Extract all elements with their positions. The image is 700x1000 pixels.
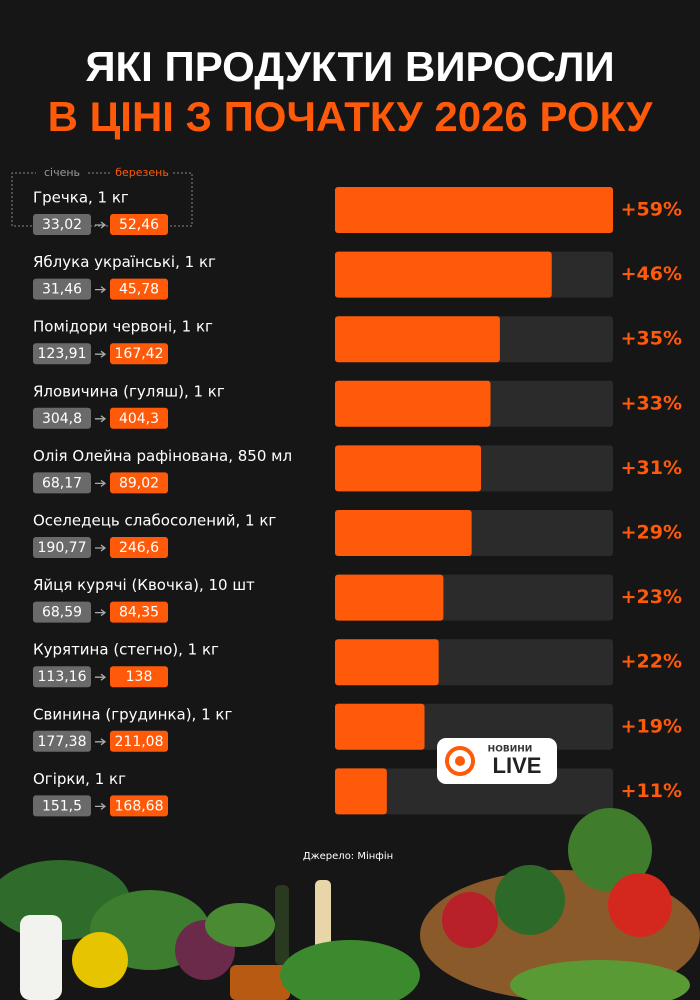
value-label: +35% — [621, 328, 682, 350]
logo-ring — [445, 746, 475, 776]
price-before: 31,46 — [42, 282, 82, 298]
price-after: 168,68 — [115, 798, 164, 814]
value-label: +19% — [621, 715, 682, 737]
product-name: Олія Олейна рафінована, 850 мл — [33, 447, 292, 465]
price-after-box — [110, 407, 168, 429]
price-after-box — [110, 343, 168, 365]
bar — [335, 639, 439, 686]
source: Джерело: Мінфін — [303, 850, 393, 862]
product-name: Свинина (грудинка), 1 кг — [33, 705, 232, 723]
price-after-box — [110, 472, 168, 494]
bar — [335, 251, 552, 298]
value-label: +46% — [621, 263, 682, 285]
product-name: Яловичина (гуляш), 1 кг — [33, 382, 225, 400]
value-label: +33% — [621, 392, 682, 414]
value-label: +11% — [621, 780, 682, 802]
price-after-box — [110, 795, 168, 817]
product-name: Помідори червоні, 1 кг — [33, 318, 213, 336]
logo-bottom: LIVE — [493, 753, 542, 778]
arrow — [95, 738, 107, 746]
bar — [335, 316, 500, 363]
arrow — [95, 415, 107, 423]
value-label: +29% — [621, 522, 682, 544]
price-before-box — [33, 407, 91, 429]
price-before: 123,91 — [38, 346, 87, 362]
price-before-box — [33, 795, 91, 817]
price-after: 246,6 — [119, 540, 159, 556]
bar — [335, 510, 472, 556]
value-label: +31% — [621, 457, 682, 479]
price-after-box — [110, 278, 168, 300]
price-after: 167,42 — [115, 346, 164, 362]
price-after: 404,3 — [119, 411, 159, 427]
arrow — [95, 544, 107, 552]
price-after: 52,46 — [119, 217, 159, 233]
price-before-box — [33, 601, 91, 623]
price-before: 151,5 — [42, 798, 82, 814]
bar — [335, 380, 491, 427]
arrow — [95, 609, 107, 617]
price-after-box — [110, 666, 168, 688]
price-after: 89,02 — [119, 475, 159, 491]
price-before-box — [33, 537, 91, 558]
logo-dot — [455, 756, 465, 766]
price-before-box — [33, 214, 91, 235]
rows: Гречка, 1 кг 33,02 52,46 +59% Яблука українс… — [33, 187, 682, 817]
title-line2: В ЦІНІ З ПОЧАТКУ 2026 РОКУ — [48, 93, 654, 140]
arrow — [95, 221, 107, 229]
price-before-box — [33, 666, 91, 688]
arrow — [95, 286, 107, 294]
price-after: 84,35 — [119, 605, 159, 621]
product-name: Яйця курячі (Квочка), 10 шт — [33, 576, 255, 594]
product-name: Гречка, 1 кг — [33, 189, 129, 207]
price-before: 68,17 — [42, 475, 82, 491]
price-before-box — [33, 343, 91, 365]
price-before: 33,02 — [42, 217, 82, 233]
arrow — [95, 673, 107, 681]
value-label: +59% — [621, 199, 682, 221]
price-before: 304,8 — [42, 411, 82, 427]
bar — [335, 445, 482, 492]
price-after: 138 — [126, 669, 153, 685]
price-before-box — [33, 472, 91, 494]
price-before-box — [33, 730, 91, 752]
price-before-box — [33, 278, 91, 300]
value-label: +22% — [621, 651, 682, 673]
price-after-box — [110, 730, 168, 752]
logo: НОВИНИ LIVE — [437, 738, 557, 784]
price-before: 68,59 — [42, 605, 82, 621]
logo-top: НОВИНИ — [488, 745, 533, 755]
price-after: 211,08 — [115, 734, 164, 750]
price-after-box — [110, 601, 168, 623]
product-name: Курятина (стегно), 1 кг — [33, 641, 219, 659]
legend-frame — [11, 172, 193, 227]
title-line1: ЯКІ ПРОДУКТИ ВИРОСЛИ — [85, 43, 614, 90]
arrow — [95, 479, 107, 487]
legend-after: березень — [115, 166, 169, 179]
price-before: 177,38 — [38, 734, 87, 750]
bar — [335, 187, 613, 233]
value-label: +23% — [621, 586, 682, 608]
arrow — [95, 802, 107, 810]
produce-decoration — [0, 808, 700, 1000]
legend-before: січень — [44, 166, 80, 179]
price-after: 45,78 — [119, 282, 159, 298]
product-name: Огірки, 1 кг — [33, 770, 126, 788]
bar — [335, 574, 444, 621]
bar — [335, 768, 387, 815]
price-after-box — [110, 214, 168, 235]
price-before: 190,77 — [38, 540, 87, 556]
product-name: Оселедець слабосолений, 1 кг — [33, 512, 276, 530]
product-name: Яблука українські, 1 кг — [33, 253, 216, 271]
price-before: 113,16 — [38, 669, 87, 685]
bar — [335, 703, 425, 750]
price-after-box — [110, 537, 168, 558]
arrow — [95, 350, 107, 358]
